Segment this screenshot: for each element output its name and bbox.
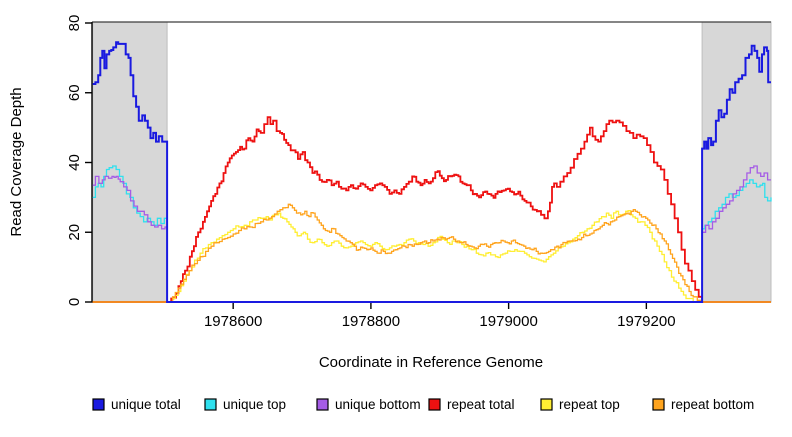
x-tick-label: 1979200 bbox=[617, 313, 675, 330]
legend-label-repeat-top: repeat top bbox=[559, 397, 620, 412]
legend-swatch-unique-bottom bbox=[316, 398, 329, 411]
legend-swatch-unique-total bbox=[92, 398, 105, 411]
series-repeat-bottom-line bbox=[92, 203, 771, 303]
y-tick-label: 60 bbox=[66, 84, 83, 101]
legend-label-unique-bottom: unique bottom bbox=[335, 397, 421, 412]
shaded-region-unique-flank-right bbox=[701, 21, 772, 303]
legend-swatch-unique-top bbox=[204, 398, 217, 411]
series-unique-top-line bbox=[92, 165, 772, 303]
series-unique-bottom-line bbox=[92, 165, 771, 303]
series-repeat-top-line bbox=[92, 210, 771, 303]
y-tick-label: 0 bbox=[66, 298, 83, 306]
y-tick-label: 80 bbox=[66, 15, 83, 32]
legend-label-unique-top: unique top bbox=[223, 397, 286, 412]
y-tick-label: 20 bbox=[66, 224, 83, 241]
legend-swatch-repeat-bottom bbox=[652, 398, 665, 411]
legend-label-repeat-total: repeat total bbox=[447, 397, 515, 412]
x-axis-title: Coordinate in Reference Genome bbox=[319, 354, 543, 371]
x-tick-label: 1979000 bbox=[479, 313, 537, 330]
x-tick-label: 1978800 bbox=[342, 313, 400, 330]
legend-label-unique-total: unique total bbox=[111, 397, 181, 412]
x-tick-label: 1978600 bbox=[204, 313, 262, 330]
series-layer bbox=[92, 41, 772, 303]
series-unique-total-line bbox=[92, 41, 771, 303]
legend-swatch-repeat-top bbox=[540, 398, 553, 411]
tick-labels-layer: 0 20 40 60 80 1978600 1978800 1979000 1979200 bbox=[66, 15, 676, 330]
legend-label-repeat-bottom: repeat bottom bbox=[671, 397, 754, 412]
y-tick-label: 40 bbox=[66, 154, 83, 171]
y-axis-title: Read Coverage Depth bbox=[8, 87, 25, 236]
series-repeat-total-line bbox=[92, 116, 771, 303]
legend-swatch-repeat-total bbox=[428, 398, 441, 411]
legend: unique total unique top unique bottom repea… bbox=[92, 397, 754, 412]
